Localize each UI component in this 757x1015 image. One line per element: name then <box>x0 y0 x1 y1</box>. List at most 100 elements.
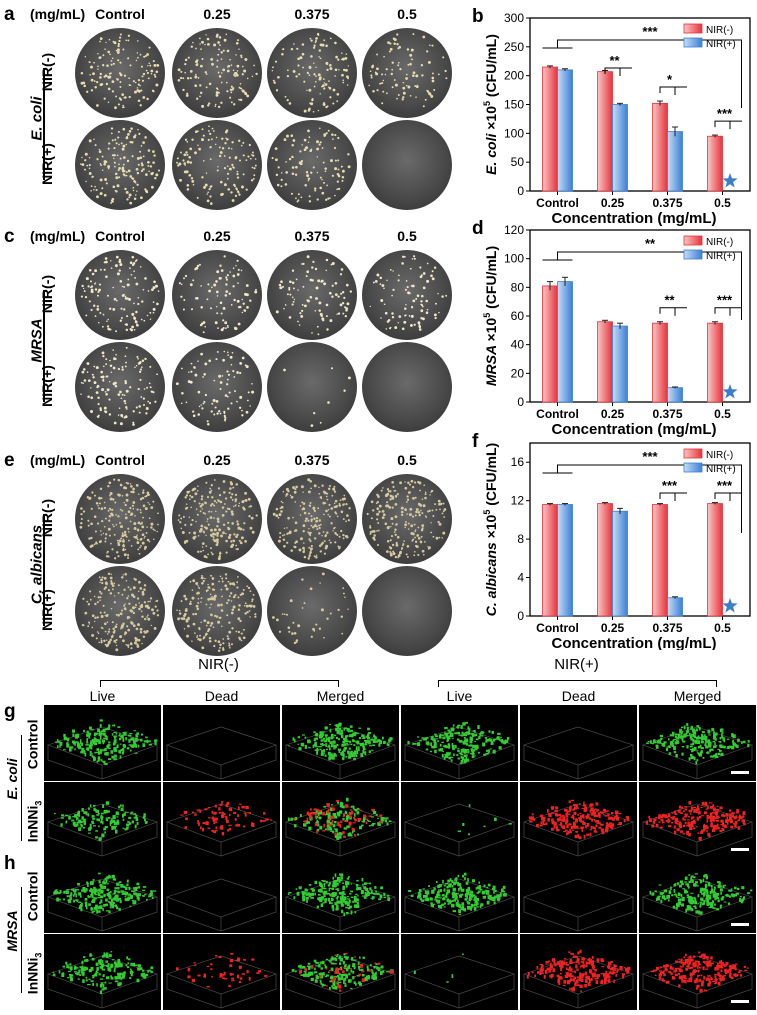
significance-bracket <box>715 121 742 129</box>
significance-bracket <box>660 87 687 95</box>
significance-bracket <box>715 308 742 316</box>
significance-label: *** <box>662 478 678 493</box>
star-marker <box>722 173 737 188</box>
legend-label: NIR(+) <box>706 251 736 262</box>
x-tick-label: 0.5 <box>714 407 731 421</box>
bar-nir-plus <box>613 105 628 192</box>
organism-label: MRSA <box>4 891 20 971</box>
bar-nir-minus <box>653 103 668 191</box>
row-bracket <box>21 887 22 993</box>
significance-bracket <box>660 308 687 316</box>
group-bracket <box>100 680 339 687</box>
y-tick-label: 300 <box>504 11 524 25</box>
y-tick-label: 80 <box>511 280 525 294</box>
confocal-tile <box>520 705 637 781</box>
bar-nir-minus <box>598 504 613 616</box>
y-tick-label: 250 <box>504 40 524 54</box>
bar-nir-plus <box>668 598 683 616</box>
nir-group-header: NIR(+) <box>537 656 617 673</box>
y-label-multiplier: ×10 <box>483 514 499 538</box>
confocal-tile <box>44 705 161 781</box>
y-label-organism: C. albicans <box>483 538 499 616</box>
y-label-organism: E. coli <box>483 130 499 175</box>
legend-swatch <box>684 463 702 472</box>
significance-bracket <box>715 493 742 501</box>
confocal-tile <box>163 934 280 1010</box>
y-tick-label: 20 <box>511 366 525 380</box>
confocal-tile <box>401 934 518 1010</box>
biofilm-render <box>401 857 518 933</box>
y-label-multiplier: ×10 <box>483 318 499 342</box>
bar-nir-minus <box>598 72 613 191</box>
confocal-tile <box>520 857 637 933</box>
bar-nir-plus <box>558 505 573 616</box>
star-marker <box>722 384 737 399</box>
bar-nir-minus <box>708 136 723 191</box>
confocal-tile <box>401 857 518 933</box>
biofilm-render <box>639 857 756 933</box>
bar-nir-plus <box>558 282 573 402</box>
y-tick-label: 16 <box>511 455 525 469</box>
biofilm-render <box>520 705 637 781</box>
bar-nir-minus <box>543 67 558 191</box>
bar-nir-minus <box>708 504 723 616</box>
legend-swatch <box>684 24 702 33</box>
legend-swatch <box>684 449 702 458</box>
x-tick-label: Control <box>536 196 579 210</box>
treatment-row-label: Control <box>25 856 44 936</box>
y-tick-label: 0 <box>517 184 524 198</box>
confocal-tile <box>401 705 518 781</box>
x-tick-label: 0.375 <box>652 407 682 421</box>
confocal-tile <box>44 857 161 933</box>
legend-label: NIR(-) <box>706 237 733 248</box>
y-tick-label: 200 <box>504 69 524 83</box>
confocal-tile <box>282 934 399 1010</box>
scale-bar <box>731 1000 749 1003</box>
channel-column-header: Merged <box>639 688 756 704</box>
biofilm-render <box>282 934 399 1010</box>
biofilm-render <box>639 705 756 781</box>
legend-label: NIR(+) <box>706 464 736 475</box>
treatment-name: InNNi <box>25 806 41 843</box>
confocal-tile <box>520 934 637 1010</box>
treatment-subscript: 3 <box>33 801 43 806</box>
y-axis-label: MRSA ×105 (CFU/mL) <box>482 246 499 386</box>
scale-bar <box>731 923 749 926</box>
y-tick-label: 8 <box>517 532 524 546</box>
bar-nir-plus <box>613 326 628 402</box>
organism-label: E. coli <box>4 739 20 819</box>
biofilm-render <box>163 782 280 858</box>
biofilm-render <box>282 782 399 858</box>
significance-label: ** <box>645 236 656 251</box>
y-tick-label: 0 <box>517 609 524 623</box>
biofilm-render <box>520 934 637 1010</box>
y-tick-label: 60 <box>511 309 525 323</box>
confocal-tile <box>163 857 280 933</box>
bar-nir-minus <box>543 505 558 616</box>
y-tick-label: 0 <box>517 395 524 409</box>
legend-swatch <box>684 236 702 245</box>
bar-nir-minus <box>653 505 668 616</box>
treatment-name: Control <box>25 720 41 770</box>
group-bracket <box>438 680 717 687</box>
confocal-tile <box>639 857 756 933</box>
biofilm-render <box>163 857 280 933</box>
panel-label-g: g <box>4 701 16 723</box>
bar-nir-minus <box>598 322 613 402</box>
treatment-name: InNNi <box>25 958 41 995</box>
channel-column-header: Merged <box>282 688 399 704</box>
biofilm-render <box>163 934 280 1010</box>
biofilm-render <box>282 705 399 781</box>
significance-bracket <box>660 493 687 501</box>
y-axis-label: C. albicans ×105 (CFU/mL) <box>482 443 499 616</box>
x-tick-label: 0.5 <box>714 196 731 210</box>
panel-label-b: b <box>472 6 484 27</box>
star-marker <box>722 598 737 613</box>
significance-label: *** <box>642 24 658 39</box>
biofilm-render <box>520 857 637 933</box>
legend-label: NIR(-) <box>706 450 733 461</box>
